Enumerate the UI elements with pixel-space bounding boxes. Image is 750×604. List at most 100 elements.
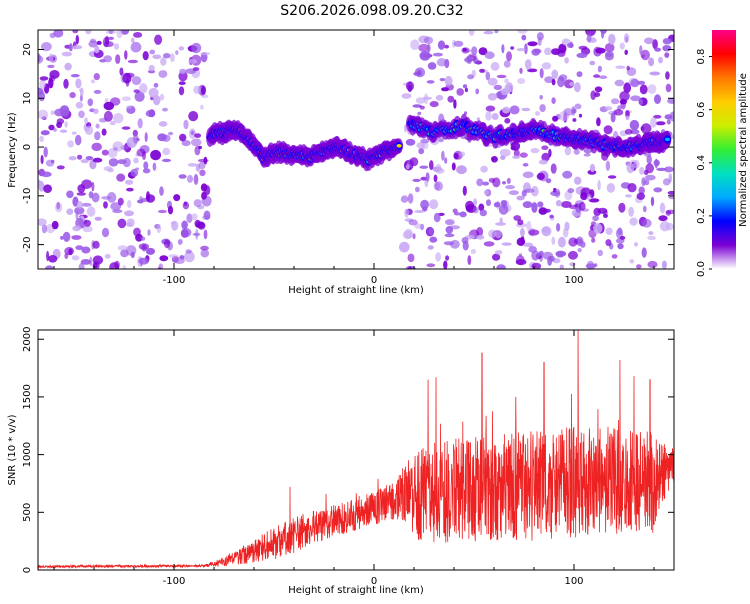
spectrogram-noise-blob	[66, 208, 74, 215]
spectrogram-noise-blob	[158, 121, 168, 127]
spectrogram-noise-blob	[412, 233, 416, 240]
spectrogram-noise-blob	[636, 192, 645, 200]
spectrogram-noise-blob	[91, 181, 95, 192]
spectrogram-noise-blob	[653, 187, 663, 193]
spectrogram-noise-blob	[423, 36, 434, 45]
spectrogram-noise-blob	[91, 192, 100, 203]
spectrogram-noise-blob	[425, 172, 430, 182]
spectrogram-noise-blob	[603, 213, 608, 218]
spectrogram-noise-blob	[538, 250, 544, 256]
spectrogram-noise-blob	[564, 146, 572, 156]
spectrogram-noise-blob	[90, 79, 96, 84]
spectrogram-noise-blob	[75, 78, 82, 89]
spectrogram-noise-blob	[116, 30, 123, 39]
spectrogram-noise-blob	[154, 34, 163, 45]
spectrogram-noise-blob	[412, 104, 422, 108]
spectrogram-noise-blob	[178, 81, 186, 86]
snr-xtick-label: 0	[371, 576, 377, 587]
spectrogram-noise-blob	[187, 174, 193, 183]
spectrogram-noise-blob	[197, 221, 206, 230]
spectrogram-noise-blob	[132, 133, 139, 144]
spectrogram-noise-blob	[190, 130, 195, 136]
spectrogram-noise-blob	[517, 78, 526, 84]
spectrogram-noise-blob	[568, 237, 578, 247]
spectrogram-noise-blob	[547, 255, 553, 266]
spectrogram-noise-blob	[626, 65, 630, 71]
spectrogram-noise-blob	[201, 191, 207, 200]
spectrogram-noise-blob	[618, 202, 626, 213]
spectrogram-noise-blob	[654, 158, 658, 169]
spectrogram-noise-blob	[630, 78, 640, 88]
snr-ytick-label: 1500	[22, 384, 33, 409]
spectrogram-noise-blob	[583, 153, 591, 157]
spectrogram-noise-blob	[531, 202, 538, 213]
spectrogram-ytick-label: -20	[22, 236, 33, 252]
spectrogram-noise-blob	[409, 157, 419, 167]
spectrogram-ytick-label: 20	[22, 43, 33, 56]
spectrogram-ridge-peak	[396, 144, 402, 148]
spectrogram-noise-blob	[650, 196, 655, 207]
spectrogram-noise-blob	[644, 37, 654, 45]
spectrogram-noise-blob	[179, 133, 187, 142]
spectrogram-noise-blob	[629, 217, 638, 226]
snr-xtick-label: 100	[564, 576, 583, 587]
spectrogram-noise-blob	[447, 95, 455, 103]
spectrogram-noise-blob	[91, 142, 102, 152]
spectrogram-noise-blob	[412, 178, 421, 182]
spectrogram-noise-blob	[64, 62, 72, 71]
spectrogram-noise-blob	[589, 60, 596, 66]
spectrogram-noise-blob	[472, 206, 479, 214]
spectrogram-noise-blob	[508, 190, 519, 196]
colorbar-tick-label: 0.6	[696, 102, 707, 118]
spectrogram-noise-blob	[623, 82, 632, 93]
spectrogram-noise-blob	[179, 69, 186, 74]
spectrogram-noise-blob	[551, 97, 556, 104]
spectrogram-noise-blob	[108, 158, 119, 167]
spectrogram-noise-blob	[420, 176, 427, 181]
spectrogram-noise-blob	[43, 146, 48, 158]
spectrogram-noise-blob	[112, 141, 124, 152]
spectrogram-noise-blob	[126, 222, 133, 227]
spectrogram-noise-blob	[103, 201, 108, 209]
spectrogram-noise-blob	[188, 111, 199, 122]
spectrogram-noise-blob	[520, 235, 525, 246]
spectrogram-noise-blob	[149, 49, 156, 55]
spectrogram-noise-blob	[181, 227, 192, 238]
spectrogram-noise-blob	[194, 133, 202, 139]
spectrogram-noise-blob	[610, 112, 616, 123]
spectrogram-noise-blob	[131, 76, 142, 86]
spectrogram-noise-blob	[593, 223, 603, 234]
spectrogram-noise-blob	[80, 87, 84, 97]
spectrogram-noise-blob	[92, 157, 103, 163]
spectrogram-noise-blob	[84, 117, 88, 124]
spectrogram-noise-blob	[59, 129, 68, 133]
spectrogram-noise-blob	[599, 75, 608, 79]
spectrogram-noise-blob	[56, 118, 65, 125]
spectrogram-noise-blob	[178, 46, 185, 51]
spectrogram-noise-blob	[563, 108, 574, 116]
spectrogram-noise-blob	[130, 37, 135, 43]
spectrogram-noise-blob	[95, 123, 100, 129]
spectrogram-noise-blob	[574, 176, 582, 185]
spectrogram-noise-blob	[146, 191, 150, 202]
spectrogram-noise-blob	[72, 45, 83, 50]
spectrogram-noise-blob	[459, 151, 466, 157]
spectrogram-noise-blob	[531, 48, 540, 56]
spectrogram-noise-blob	[506, 51, 512, 62]
spectrogram-noise-blob	[580, 241, 586, 248]
spectrogram-noise-blob	[492, 253, 501, 261]
snr-xlabel: Height of straight line (km)	[288, 585, 424, 596]
spectrogram-noise-blob	[138, 243, 150, 250]
spectrogram-noise-blob	[49, 70, 60, 79]
spectrogram-noise-blob	[75, 211, 79, 220]
spectrogram-noise-blob	[99, 59, 106, 63]
spectrogram-noise-blob	[480, 165, 488, 173]
spectrogram-noise-blob	[179, 255, 185, 259]
spectrogram-noise-blob	[158, 263, 164, 269]
spectrogram-noise-blob	[664, 52, 670, 58]
spectrogram-noise-blob	[537, 37, 542, 46]
spectrogram-noise-blob	[198, 161, 206, 170]
spectrogram-noise-blob	[419, 105, 425, 110]
spectrogram-noise-blob	[171, 220, 179, 231]
